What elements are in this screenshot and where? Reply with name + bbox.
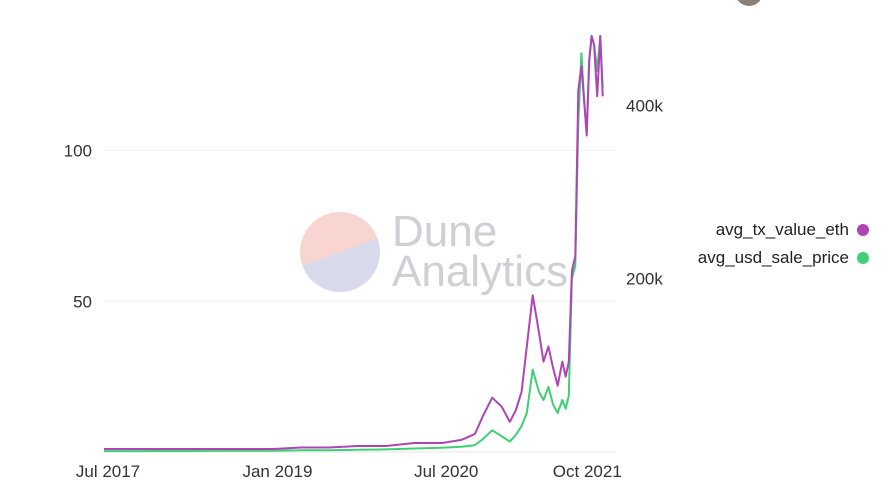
x-tick-label: Oct 2021 [553,462,622,481]
series-lines [104,35,604,453]
legend: avg_tx_value_eth avg_usd_sale_price [698,220,869,268]
x-tick-label: Jul 2020 [414,462,478,481]
series-line-avg-tx-value-eth [104,35,604,450]
y-left-tick-label: 50 [73,292,92,311]
x-tick-label: Jan 2019 [242,462,312,481]
y-right-tick-label: 400k [626,96,663,115]
series-line-avg-usd-sale-price [104,35,604,453]
legend-label: avg_tx_value_eth [715,220,849,239]
legend-label: avg_usd_sale_price [697,248,849,267]
legend-item-avg-tx-value-eth[interactable]: avg_tx_value_eth [716,220,869,240]
avatar[interactable] [735,0,763,6]
x-tick-label: Jul 2017 [76,462,140,481]
y-right-tick-label: 200k [626,270,663,289]
legend-item-avg-usd-sale-price[interactable]: avg_usd_sale_price [698,248,869,268]
grid [104,150,616,453]
legend-dot-icon [857,252,869,264]
y-left-tick-label: 100 [64,142,92,161]
legend-dot-icon [857,224,869,236]
axes: 50 100 200k 400k Jul 2017 Jan 2019 Jul 2020 Oct… [64,96,664,481]
